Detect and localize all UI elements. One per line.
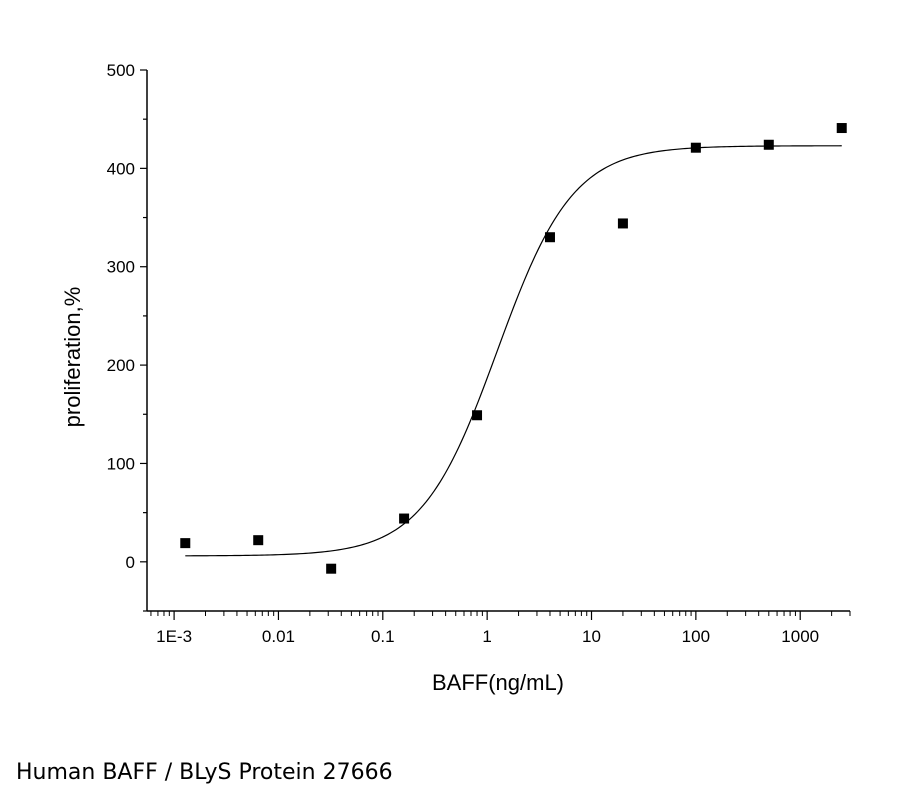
y-tick-label: 0: [126, 553, 135, 572]
y-axis-title: proliferation,%: [60, 287, 85, 428]
fit-curve: [185, 145, 842, 557]
data-point: [836, 123, 847, 134]
y-tick-label: 300: [107, 258, 135, 277]
data-point: [253, 535, 264, 546]
figure-caption: Human BAFF / BLyS Protein 27666: [16, 760, 393, 785]
data-points: [180, 123, 847, 574]
data-point: [472, 410, 483, 421]
y-tick-label: 400: [107, 159, 135, 178]
y-tick-label: 500: [107, 61, 135, 80]
x-tick-label: 10: [582, 627, 601, 646]
data-point: [326, 563, 337, 574]
x-tick-label: 0.1: [371, 627, 395, 646]
x-axis: 1E-3 0.01 0.1 1 10 100 1000: [147, 610, 851, 646]
x-tick-label: 1000: [781, 627, 819, 646]
data-point: [544, 232, 555, 243]
data-point: [399, 513, 410, 524]
data-point: [690, 142, 701, 153]
x-tick-label: 0.01: [262, 627, 295, 646]
x-tick-label: 100: [682, 627, 710, 646]
data-point: [617, 218, 628, 229]
y-tick-label: 200: [107, 356, 135, 375]
fit-curve-layer: [185, 145, 842, 557]
chart: 0 100 200 300 400 500 1E-3 0.01 0.1 1 10 100 1000 B…: [60, 61, 851, 695]
y-axis: 0 100 200 300 400 500: [107, 61, 148, 612]
data-point: [763, 139, 774, 150]
x-axis-title: BAFF(ng/mL): [432, 670, 564, 695]
x-tick-label: 1: [482, 627, 491, 646]
y-tick-label: 100: [107, 454, 135, 473]
data-point: [180, 538, 191, 549]
x-tick-label: 1E-3: [156, 627, 192, 646]
